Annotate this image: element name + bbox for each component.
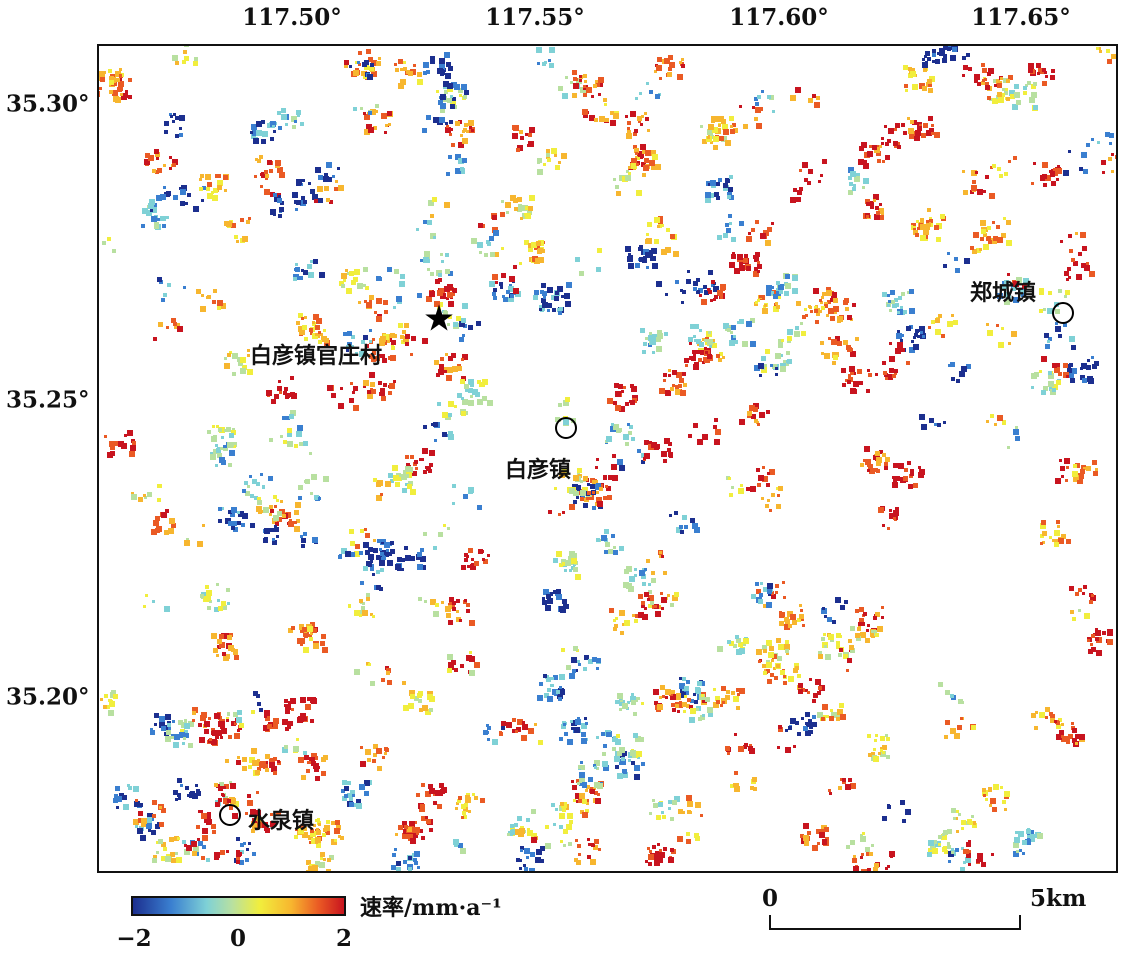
place-label-baiyan: 白彦镇 [505,458,572,483]
colorbar-unit: 速率/mm·a⁻¹ [360,895,502,921]
colorbar-label-min: −2 [116,925,152,952]
scale-bar-end: 5km [1030,885,1087,912]
place-label-shuiquan: 水泉镇 [248,809,315,834]
colorbar-label-max: 2 [335,925,353,952]
velocity-pixels [99,46,1116,871]
scale-bar-start: 0 [762,885,779,912]
lon-tick-117-55: 117.55° [485,4,585,31]
velocity-colorbar [131,896,346,916]
circle-icon [219,804,241,826]
velocity-map [99,46,1116,871]
place-label-guanzhuang: 白彦镇官庄村 [250,344,383,369]
scale-bar [769,915,1021,930]
lon-tick-117-65: 117.65° [971,4,1071,31]
lat-tick-35-20: 35.20° [6,683,90,711]
circle-icon [1052,302,1074,324]
colorbar-label-zero: 0 [229,925,247,952]
lat-tick-35-25: 35.25° [6,386,90,414]
lat-tick-35-30: 35.30° [6,90,90,118]
lon-tick-117-50: 117.50° [242,4,342,31]
map-frame[interactable] [97,44,1118,873]
circle-icon [555,417,577,439]
place-label-zhengcheng: 郑城镇 [970,281,1037,306]
star-icon: ★ [422,298,456,340]
lon-tick-117-60: 117.60° [729,4,829,31]
